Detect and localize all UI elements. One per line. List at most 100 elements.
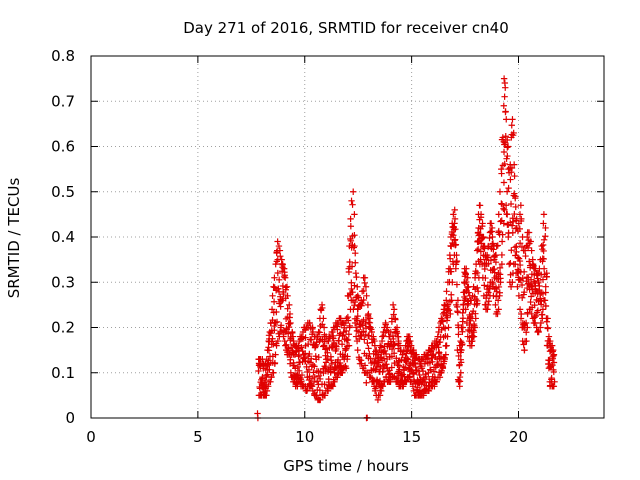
data-point (512, 203, 519, 211)
data-point (504, 143, 512, 150)
data-point (515, 292, 523, 300)
data-point (495, 283, 503, 291)
data-point (540, 211, 548, 218)
y-tick-label: 0.5 (51, 183, 75, 201)
data-point (270, 298, 278, 305)
data-point (346, 322, 353, 330)
data-point (507, 176, 514, 183)
data-point (294, 363, 302, 371)
data-point (382, 319, 389, 327)
data-point (513, 248, 520, 256)
data-point (298, 344, 305, 351)
data-point (477, 211, 485, 218)
data-point (354, 312, 361, 320)
data-point (329, 332, 337, 340)
data-point (476, 231, 483, 238)
data-point (314, 333, 321, 340)
data-point (516, 211, 524, 218)
data-point (540, 255, 548, 263)
data-point (337, 315, 344, 322)
data-point (305, 366, 313, 374)
data-point (272, 319, 279, 326)
data-point (347, 215, 354, 223)
data-point (518, 243, 526, 251)
data-point (368, 328, 375, 336)
data-point (367, 374, 374, 381)
data-point (441, 354, 448, 361)
data-point (283, 283, 291, 290)
data-point (400, 367, 408, 374)
data-point (279, 297, 286, 304)
data-point (487, 257, 495, 264)
data-point (500, 179, 508, 186)
data-point (474, 300, 481, 307)
data-point (345, 331, 353, 338)
data-point (366, 315, 374, 322)
data-point (450, 232, 457, 239)
data-point (501, 206, 508, 214)
data-point (310, 378, 318, 386)
data-point (390, 350, 398, 357)
data-point (540, 236, 548, 244)
data-point (509, 229, 516, 236)
data-point (503, 210, 510, 218)
data-point (286, 320, 293, 328)
data-point (462, 306, 469, 313)
data-point (324, 355, 331, 363)
data-point (306, 350, 313, 358)
data-point (537, 295, 544, 302)
data-point (443, 342, 450, 349)
data-point (286, 310, 294, 318)
data-point (399, 351, 406, 358)
data-point (315, 353, 322, 361)
data-point (550, 383, 558, 390)
data-point (271, 274, 278, 281)
data-point (525, 258, 533, 265)
data-point (254, 410, 261, 417)
data-point (482, 274, 489, 282)
data-point (543, 318, 551, 325)
data-point (514, 283, 521, 290)
data-point (429, 358, 436, 365)
data-point (383, 361, 390, 368)
data-point (354, 283, 361, 290)
data-point (529, 286, 536, 293)
data-point (357, 357, 365, 364)
x-tick-label: 0 (86, 428, 96, 446)
data-point (542, 289, 549, 296)
data-point (274, 337, 282, 345)
data-point (272, 260, 279, 268)
data-point (311, 373, 318, 381)
data-point (284, 305, 291, 312)
data-point (351, 298, 359, 306)
data-point (455, 331, 462, 338)
y-tick-label: 0.2 (51, 319, 75, 337)
data-point (360, 328, 367, 335)
data-point (388, 364, 395, 371)
data-point (542, 224, 549, 232)
data-point (275, 242, 283, 250)
data-point (352, 270, 360, 277)
data-point (535, 279, 542, 286)
data-point (378, 387, 385, 395)
data-point (327, 357, 335, 364)
data-point (489, 280, 497, 288)
data-point (290, 362, 298, 369)
data-point (304, 340, 312, 348)
data-point (499, 231, 506, 238)
data-point (274, 238, 281, 245)
data-point (313, 392, 320, 399)
data-point (407, 342, 415, 349)
data-point (317, 396, 324, 404)
data-point (528, 310, 535, 318)
data-point (268, 373, 275, 381)
data-point (271, 359, 279, 367)
data-point (459, 324, 467, 331)
data-point (405, 338, 413, 346)
data-point (492, 251, 500, 259)
data-point (271, 326, 278, 334)
data-point (539, 241, 547, 249)
data-point (537, 319, 545, 327)
data-point (496, 264, 504, 272)
data-point (380, 365, 388, 372)
